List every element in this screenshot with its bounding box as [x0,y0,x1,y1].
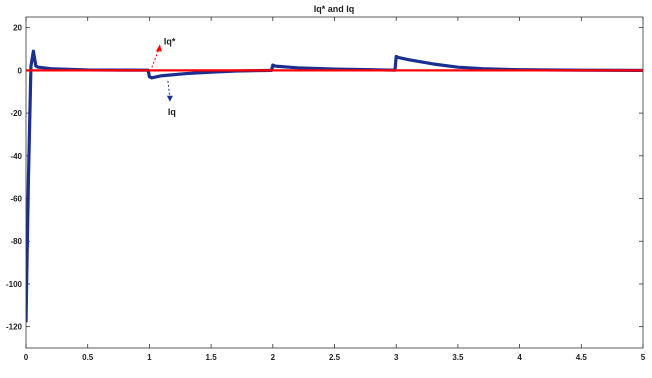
x-tick-label: 0.5 [82,353,94,362]
annotation-layer: Iq* Iq [151,36,176,117]
series-layer [26,49,643,323]
x-tick-label: 4.5 [576,353,588,362]
x-tick-label: 2.5 [329,353,341,362]
x-tick-label: 2 [271,353,276,362]
x-tick-label: 1.5 [206,353,218,362]
annotation-arrowhead-iq [166,95,173,102]
annotation-arrowhead-iq-ref [155,44,162,52]
x-axis-ticks: 0 0.5 1 1.5 2 2.5 3 3.5 4 4.5 5 [24,17,646,362]
y-tick-label: 0 [18,66,23,75]
x-tick-label: 0 [24,353,29,362]
plot-background [26,17,643,348]
x-tick-label: 4 [517,353,522,362]
plot-frame [25,16,644,349]
x-tick-label: 5 [641,353,646,362]
x-tick-label: 3.5 [452,353,464,362]
annotation-arrow-iq [167,80,171,99]
y-tick-label: 20 [13,24,22,33]
y-tick-label: -80 [10,237,22,246]
y-tick-label: -40 [10,152,22,161]
y-tick-label: -100 [6,280,23,289]
annotation-label-iq-ref: Iq* [164,36,176,46]
chart-title: Iq* and Iq [314,4,355,14]
annotation-label-iq: Iq [168,107,176,117]
y-tick-label: -120 [6,323,23,332]
x-tick-label: 3 [394,353,399,362]
x-tick-label: 1 [147,353,152,362]
y-tick-label: -20 [10,109,22,118]
y-tick-label: -60 [10,195,22,204]
